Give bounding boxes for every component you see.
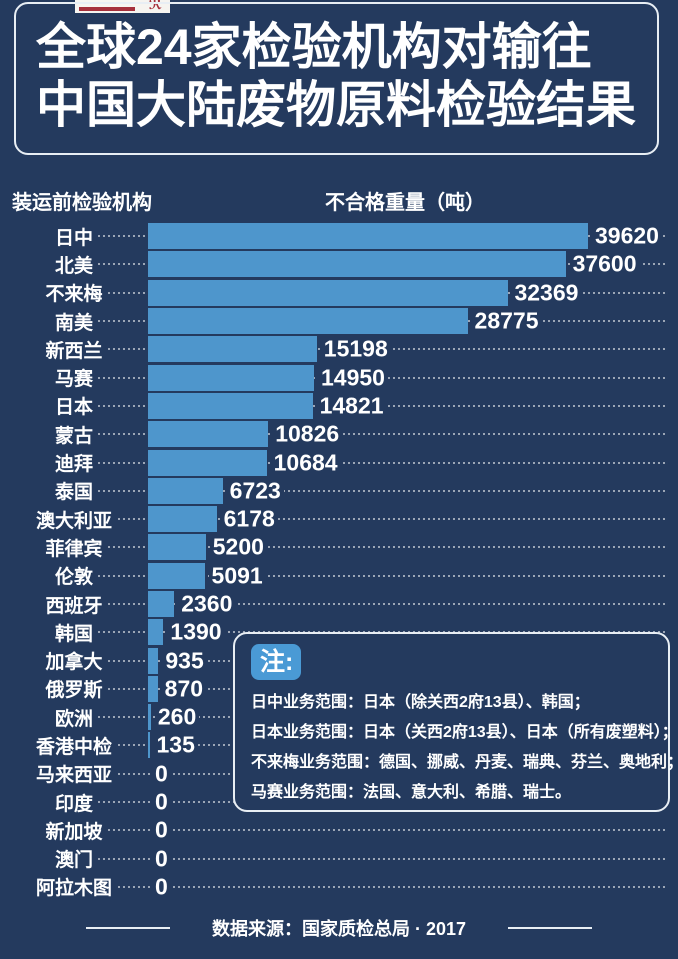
footer: 数据来源：国家质检总局 · 2017 xyxy=(0,912,678,944)
note-lines: 日中业务范围：日本（除关西2府13县）、韩国； 日本业务范围：日本（关西2府13县… xyxy=(251,688,678,808)
data-source: 数据来源：国家质检总局 · 2017 xyxy=(211,919,467,939)
leader-dots xyxy=(88,603,668,605)
y-axis-title: 装运前检验机构 xyxy=(12,192,152,214)
value-label: 135 xyxy=(153,731,198,759)
value-label: 28775 xyxy=(471,307,542,335)
leader-dots xyxy=(88,461,668,464)
value-label: 6178 xyxy=(220,505,278,533)
value-label: 0 xyxy=(152,873,171,901)
value-label: 0 xyxy=(152,788,171,816)
note-line: 日本业务范围：日本（关西2府13县）、日本（所有废塑料）； xyxy=(251,724,678,741)
x-axis-title: 不合格重量（吨） xyxy=(325,192,485,214)
leader-dots xyxy=(88,829,668,832)
value-label: 2360 xyxy=(178,590,236,618)
page-title: 全球24家检验机构对输往 中国大陆废物原料检验结果 xyxy=(36,18,636,134)
chart-row: 南美 28775 xyxy=(0,307,678,335)
chart-row: 北美 37600 xyxy=(0,250,678,278)
value-label: 870 xyxy=(161,675,207,703)
note-line: 马赛业务范围：法国、意大利、希腊、瑞士。 xyxy=(251,784,572,801)
chart-row: 日本 14821 xyxy=(0,392,678,420)
value-label: 260 xyxy=(154,703,200,731)
bar xyxy=(148,619,164,646)
value-label: 10826 xyxy=(272,420,343,448)
page-title-line2: 中国大陆废物原料检验结果 xyxy=(36,77,636,133)
bar xyxy=(148,562,205,589)
logo-red-bar-icon xyxy=(79,7,135,11)
leader-dots xyxy=(88,546,668,549)
note-badge: 注: xyxy=(251,644,302,680)
bar xyxy=(148,647,159,674)
value-label: 39620 xyxy=(592,222,662,250)
chart-row: 伦敦 5091 xyxy=(0,562,678,590)
chart-row: 菲律宾 5200 xyxy=(0,533,678,561)
value-label: 5091 xyxy=(208,562,266,590)
value-label: 0 xyxy=(152,816,171,844)
bar xyxy=(148,704,151,731)
bar xyxy=(148,506,217,533)
value-label: 15198 xyxy=(320,335,391,363)
chart-row: 泰国 6723 xyxy=(0,477,678,505)
value-label: 37600 xyxy=(569,250,640,278)
leader-dots xyxy=(88,433,668,436)
bar xyxy=(148,732,150,759)
value-label: 10684 xyxy=(270,449,341,477)
chart-row: 迪拜 10684 xyxy=(0,448,678,477)
leader-dots xyxy=(88,857,668,860)
value-label: 1390 xyxy=(167,618,225,646)
chart-row: 马赛 14950 xyxy=(0,363,678,392)
note-line: 日中业务范围：日本（除关西2府13县）、韩国； xyxy=(251,694,590,711)
footer-right-rule xyxy=(508,927,593,929)
leader-dots xyxy=(88,518,668,521)
note-box: 注: 日中业务范围：日本（除关西2府13县）、韩国； 日本业务范围：日本（关西2府… xyxy=(233,632,678,812)
bar xyxy=(148,336,317,363)
bar xyxy=(148,675,158,702)
chart-row: 澳大利亚 6178 xyxy=(0,505,678,533)
value-label: 5200 xyxy=(209,533,267,561)
value-label: 32369 xyxy=(511,279,582,307)
bar xyxy=(148,223,588,250)
bar xyxy=(148,591,175,617)
value-label: 14821 xyxy=(316,392,387,420)
note-line: 不来梅业务范围：德国、挪威、丹麦、瑞典、芬兰、奥地利； xyxy=(251,754,678,771)
value-label: 14950 xyxy=(318,364,388,392)
chart-row: 澳门 0 xyxy=(0,845,678,873)
bar xyxy=(148,477,223,504)
leader-dots xyxy=(88,489,668,492)
value-label: 0 xyxy=(152,760,171,788)
footer-left-rule xyxy=(85,927,170,929)
value-label: 6723 xyxy=(226,477,284,505)
bar xyxy=(148,449,267,476)
bar xyxy=(148,392,313,419)
bar xyxy=(148,251,566,278)
chart-row: 阿拉木图 0 xyxy=(0,873,678,901)
leader-dots xyxy=(88,574,668,577)
chart-row: 不来梅 32369 xyxy=(0,279,678,307)
bar xyxy=(148,364,314,391)
bar xyxy=(148,308,468,335)
chart-row: 日中 39620 xyxy=(0,222,678,250)
chart-row: 新加坡 0 xyxy=(0,816,678,844)
value-label: 935 xyxy=(162,647,207,675)
leader-dots xyxy=(88,885,668,888)
page-title-line1: 全球24家检验机构对输往 xyxy=(36,19,592,75)
bar xyxy=(148,421,269,448)
header-box: 全球24家检验机构对输往 中国大陆废物原料检验结果 xyxy=(14,2,659,155)
value-label: 0 xyxy=(152,845,171,873)
chart-row: 西班牙 2360 xyxy=(0,590,678,618)
bar xyxy=(148,534,206,561)
bar xyxy=(148,279,508,306)
chart-row: 新西兰 15198 xyxy=(0,335,678,363)
chart-row: 蒙古 10826 xyxy=(0,420,678,448)
